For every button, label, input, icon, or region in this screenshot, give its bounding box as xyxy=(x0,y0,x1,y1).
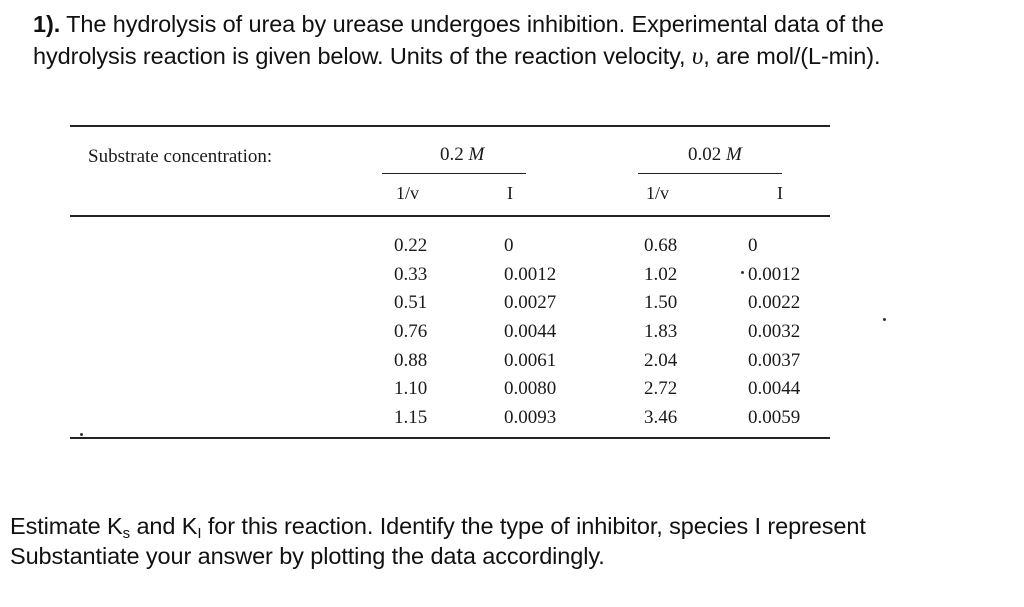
column-header-inverse-velocity-1: 1/v xyxy=(396,183,420,203)
table-cell: 0.0027 xyxy=(504,292,557,314)
table-cell: 1.83 xyxy=(644,321,678,343)
table-cell: 0 xyxy=(504,235,514,256)
table-cell: 0.0012 xyxy=(748,263,801,285)
column-header-inverse-velocity-2: 1/v xyxy=(646,183,670,203)
table-cell: 0 xyxy=(748,235,758,256)
table-cell: 2.04 xyxy=(644,349,678,371)
task-line-2: Substantiate your answer by plotting the… xyxy=(10,543,605,569)
group-2-underline xyxy=(638,173,782,174)
group-header-0.2M: 0.2 M xyxy=(440,144,484,166)
table-cell: 0.0080 xyxy=(504,378,557,400)
column-header-inhibitor-1: I xyxy=(507,183,513,203)
table-cell: 0.76 xyxy=(394,321,428,343)
column-inverse-velocity-0.02M: 0.68 1.02 1.50 1.83 2.04 2.72 3.46 xyxy=(644,232,677,433)
column-inhibitor-0.2M: 0 0.0012 0.0027 0.0044 0.0061 0.0080 0.0… xyxy=(504,232,556,433)
problem-number: 1). xyxy=(33,11,61,37)
table-top-rule xyxy=(70,125,830,127)
table-cell: 0.22 xyxy=(394,235,428,256)
table-cell: 0.0059 xyxy=(748,407,801,429)
problem-statement: 1). The hydrolysis of urea by urease und… xyxy=(33,8,1008,73)
table-bottom-rule xyxy=(70,437,830,439)
column-inhibitor-0.02M: 0 0.0012 0.0022 0.0032 0.0037 0.0044 0.0… xyxy=(748,232,800,433)
task-text-2: and K xyxy=(130,513,198,539)
table-cell: 0.0032 xyxy=(748,321,801,343)
table-header-rule xyxy=(70,215,830,217)
task-text-3: for this reaction. Identify the type of … xyxy=(201,513,866,539)
problem-text-2-post: , are mol/(L-min). xyxy=(703,43,881,69)
table-cell: 0.0061 xyxy=(504,349,557,371)
table-cell: 0.0044 xyxy=(504,321,557,343)
column-inverse-velocity-0.2M: 0.22 0.33 0.51 0.76 0.88 1.10 1.15 xyxy=(394,232,427,433)
group-1-underline xyxy=(382,173,526,174)
velocity-symbol: υ xyxy=(691,43,704,70)
table-cell: 0.88 xyxy=(394,349,428,371)
scan-speck xyxy=(741,271,744,274)
group-header-0.02M: 0.02 M xyxy=(688,144,742,166)
group-2-unit: M xyxy=(726,144,742,165)
table-cell: 0.0022 xyxy=(748,292,801,314)
table-cell: 2.72 xyxy=(644,378,678,400)
table-cell: 1.02 xyxy=(644,263,678,285)
scan-speck xyxy=(883,318,886,321)
column-header-inhibitor-2: I xyxy=(777,183,783,203)
problem-line-2: hydrolysis reaction is given below. Unit… xyxy=(33,40,1008,73)
problem-line-1: 1). The hydrolysis of urea by urease und… xyxy=(33,8,1008,40)
table-cell: 1.50 xyxy=(644,292,678,314)
group-2-value: 0.02 xyxy=(688,144,722,165)
task-statement: Estimate Ks and KI for this reaction. Id… xyxy=(10,511,1010,571)
ks-subscript: s xyxy=(122,525,131,542)
scan-speck xyxy=(80,433,83,436)
ki-subscript: I xyxy=(197,525,202,542)
table-cell: 0.51 xyxy=(394,292,428,314)
group-1-unit: M xyxy=(468,144,485,165)
problem-text-1: The hydrolysis of urea by urease undergo… xyxy=(66,11,884,37)
table-cell: 0.68 xyxy=(644,235,678,256)
table-cell: 1.10 xyxy=(394,378,428,400)
table-cell: 0.0044 xyxy=(748,378,801,400)
task-line-1: Estimate Ks and KI for this reaction. Id… xyxy=(10,511,1010,541)
substrate-concentration-label: Substrate concentration: xyxy=(88,146,273,167)
table-cell: 0.33 xyxy=(394,263,428,285)
table-cell: 3.46 xyxy=(644,407,678,429)
problem-text-2-pre: hydrolysis reaction is given below. Unit… xyxy=(33,43,686,69)
data-table: Substrate concentration: 0.2 M 0.02 M 1/… xyxy=(70,125,830,445)
task-text-1: Estimate K xyxy=(10,513,123,539)
table-cell: 0.0037 xyxy=(748,349,801,371)
table-cell: 0.0093 xyxy=(504,407,557,429)
group-1-value: 0.2 xyxy=(440,144,464,165)
table-cell: 1.15 xyxy=(394,407,428,429)
table-cell: 0.0012 xyxy=(504,263,557,285)
